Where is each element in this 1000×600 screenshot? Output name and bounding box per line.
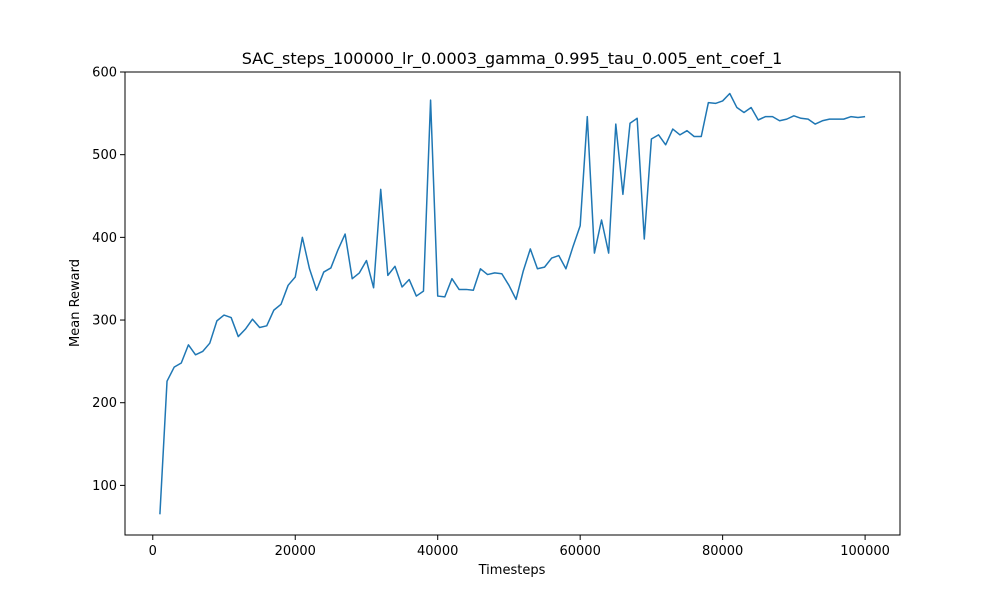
x-tick-label: 0 bbox=[149, 544, 157, 559]
plot-frame bbox=[124, 71, 901, 536]
y-tick-label: 100 bbox=[92, 479, 117, 494]
y-tick-label: 400 bbox=[92, 231, 117, 246]
y-tick-label: 500 bbox=[92, 148, 117, 163]
x-tick-label: 100000 bbox=[840, 544, 890, 559]
y-tick-label: 300 bbox=[92, 314, 117, 329]
y-tick-label: 600 bbox=[92, 66, 117, 81]
y-tick-label: 200 bbox=[92, 396, 117, 411]
y-axis-label: Mean Reward bbox=[68, 259, 83, 347]
series-line-0 bbox=[159, 92, 866, 515]
chart-title: SAC_steps_100000_lr_0.0003_gamma_0.995_t… bbox=[242, 49, 783, 69]
x-tick-label: 20000 bbox=[275, 544, 316, 559]
x-tick-label: 80000 bbox=[702, 544, 743, 559]
plot-area bbox=[159, 92, 866, 515]
x-tick-label: 60000 bbox=[559, 544, 600, 559]
y-axis: 100 200 300 400 500 600 bbox=[92, 66, 125, 494]
x-tick-label: 40000 bbox=[417, 544, 458, 559]
x-axis: 0 20000 40000 60000 80000 100000 bbox=[149, 535, 890, 559]
x-axis-label: Timesteps bbox=[478, 563, 546, 578]
